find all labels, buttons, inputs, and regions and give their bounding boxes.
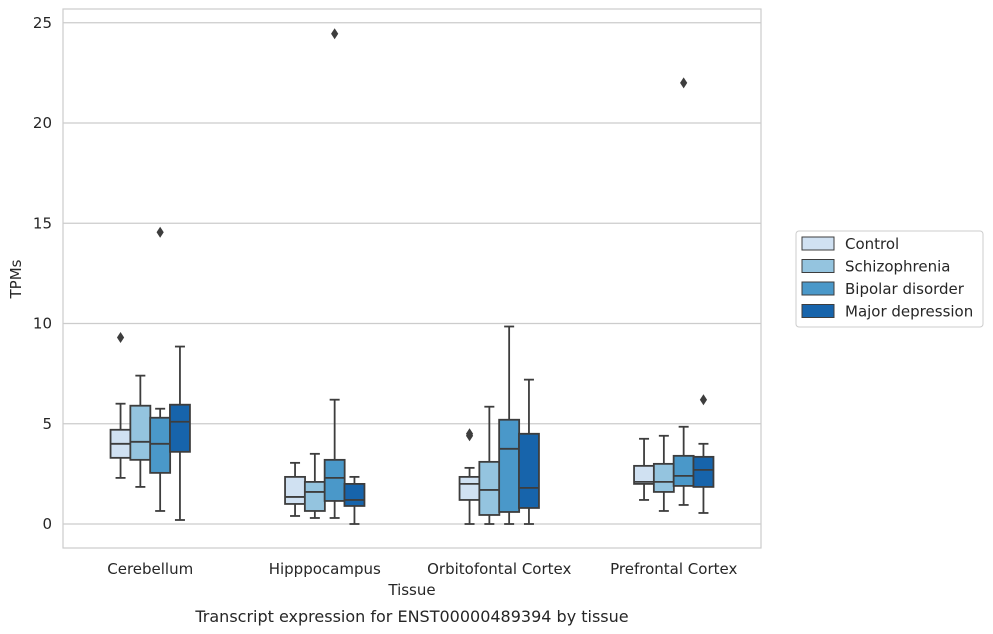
box-body	[518, 432, 540, 509]
x-tick-labels: Cerebellum Hipppocampus Orbitofontal Corte…	[107, 560, 737, 578]
box-hipppocampus-major-depression	[343, 475, 366, 525]
legend-label-schizophrenia: Schizophrenia	[845, 258, 950, 276]
x-tick-label: Prefrontal Cortex	[610, 560, 737, 578]
box-body	[149, 416, 172, 474]
legend: Control Schizophrenia Bipolar disorder Majo…	[795, 230, 984, 328]
y-tick-label: 5	[42, 415, 52, 433]
chart-title: Transcript expression for ENST0000048939…	[194, 607, 628, 626]
x-tick-label: Hipppocampus	[269, 560, 381, 578]
box-hipppocampus-bipolar-disorder	[323, 28, 346, 519]
box-body	[498, 418, 521, 513]
box-body	[323, 458, 346, 502]
box-hipppocampus-schizophrenia	[303, 452, 326, 519]
y-tick-label: 15	[33, 214, 52, 232]
box-prefrontal-cortex-bipolar-disorder	[672, 77, 695, 506]
box-prefrontal-cortex-major-depression	[692, 394, 715, 514]
box-cerebellum-major-depression	[169, 345, 191, 521]
box-orbitofontal-cortex-control	[458, 428, 481, 525]
x-axis-label: Tissue	[387, 581, 435, 599]
legend-swatch-bipolar-disorder	[801, 281, 835, 296]
outlier-point	[680, 77, 688, 89]
box-body	[458, 475, 481, 501]
box-body	[652, 462, 675, 493]
legend-swatch-major-depression	[801, 304, 835, 318]
legend-label-bipolar-disorder: Bipolar disorder	[845, 280, 965, 298]
outlier-point	[465, 428, 474, 440]
box-orbitofontal-cortex-schizophrenia	[478, 405, 501, 525]
box-hipppocampus-control	[284, 461, 306, 517]
plot-frame	[62, 8, 762, 549]
box-body	[303, 480, 326, 512]
y-tick-labels: 0 5 10 15 20 25	[33, 14, 52, 533]
legend-swatch-schizophrenia	[801, 259, 835, 273]
box-cerebellum-control	[109, 332, 132, 479]
outlier-point	[116, 332, 125, 344]
legend-frame	[795, 230, 984, 328]
box-orbitofontal-cortex-bipolar-disorder	[498, 325, 521, 525]
legend-label-control: Control	[845, 235, 899, 253]
box-body	[672, 454, 695, 487]
box-body	[129, 404, 152, 461]
box-body	[478, 460, 501, 516]
box-body	[169, 403, 191, 453]
box-body	[692, 455, 715, 488]
box-prefrontal-cortex-control	[633, 437, 655, 501]
outlier-point	[699, 394, 708, 406]
x-tick-label: Orbitofontal Cortex	[427, 560, 571, 578]
box-body	[343, 482, 366, 507]
box-prefrontal-cortex-schizophrenia	[652, 434, 675, 512]
box-body	[284, 475, 306, 505]
boxes-layer	[109, 28, 715, 525]
y-tick-label: 20	[33, 114, 52, 132]
y-axis-label: TPMs	[7, 259, 25, 299]
y-tick-label: 25	[33, 14, 52, 32]
outlier-point	[331, 28, 339, 40]
legend-label-major-depression: Major depression	[845, 303, 973, 321]
outlier-point	[156, 226, 164, 238]
y-tick-label: 0	[42, 515, 52, 533]
box-cerebellum-bipolar-disorder	[149, 226, 172, 512]
y-tick-label: 10	[33, 315, 52, 333]
box-cerebellum-schizophrenia	[129, 374, 152, 488]
x-tick-label: Cerebellum	[107, 560, 193, 578]
legend-swatch-control	[801, 236, 835, 251]
box-orbitofontal-cortex-major-depression	[518, 378, 540, 525]
